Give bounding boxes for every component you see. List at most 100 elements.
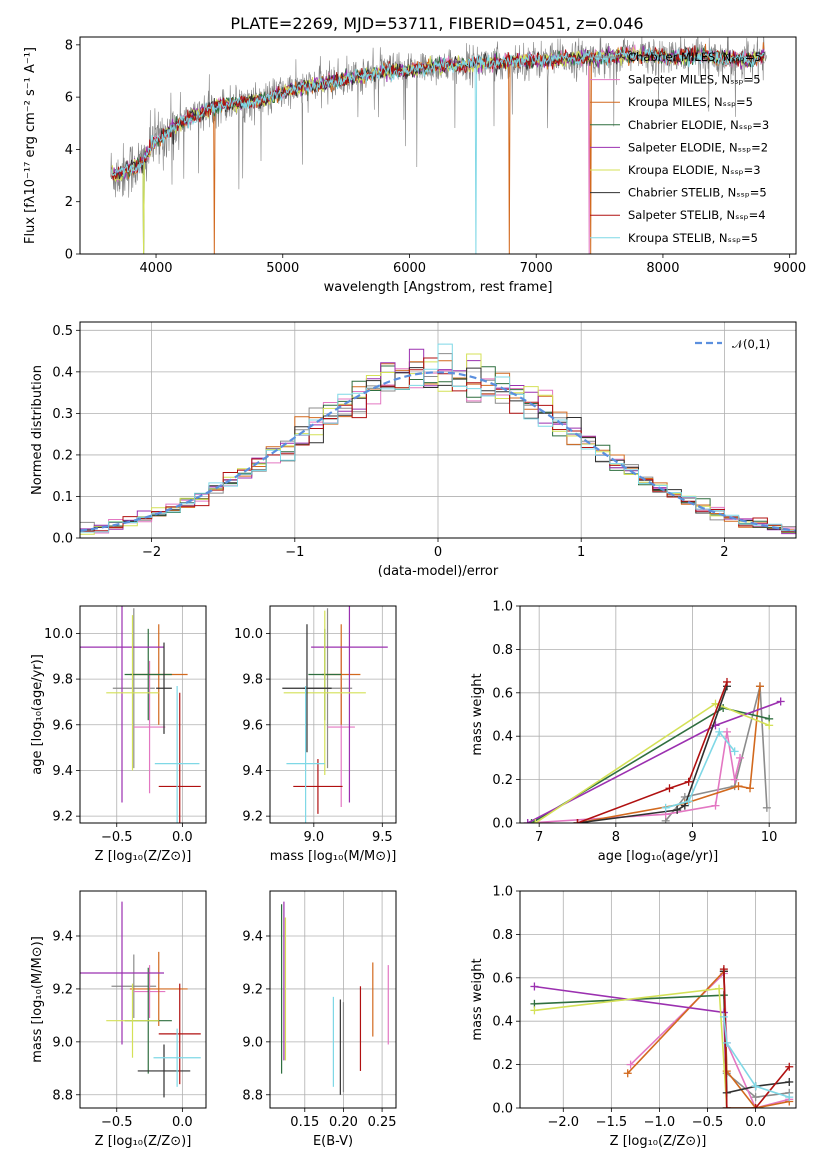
legend-label-salpeter-elodie: Salpeter ELODIE, Nₛₛₚ=2 <box>628 140 768 154</box>
errorbar-kroupa-miles <box>129 951 188 1026</box>
panel-weight_vs_age: 7 8 9 10 0.0 0.2 0.4 0.6 0.8 1.0 age [log₁₀(age/yr… <box>470 600 797 864</box>
y-tick-label: 9.2 <box>242 810 263 825</box>
x-axis-label: age [log₁₀(age/yr)] <box>598 849 719 864</box>
y-tick-label: 4 <box>65 143 73 158</box>
axes-frame <box>519 890 797 1109</box>
x-axis-label: E(B-V) <box>313 1134 353 1149</box>
y-axis-label: mass weight <box>470 673 485 755</box>
y-tick-label: 6 <box>65 91 73 106</box>
charts: 4000 5000 6000 7000 8000 9000 0 2 4 6 8 wavelength … <box>23 36 806 1149</box>
y-tick-label: 1.0 <box>492 885 513 900</box>
y-tick-label: 0.6 <box>492 971 513 986</box>
y-tick-label: 0.4 <box>492 1015 513 1030</box>
weight-line <box>723 1016 790 1098</box>
x-tick-label: 0.0 <box>172 830 193 845</box>
weight-series-salpeter-elodie <box>523 697 785 823</box>
weight-series-salpeter-stelib <box>573 677 731 823</box>
y-tick-label: 0.8 <box>492 643 513 658</box>
weight-line <box>723 969 790 1108</box>
plot-area-spectrum <box>110 37 767 254</box>
axes-frame <box>79 36 797 255</box>
model-line-salpeter-stelib <box>111 45 765 181</box>
y-tick-label: 0.2 <box>492 1058 513 1073</box>
panel-weight_vs_Z: −2.0 −1.5 −1.0 −0.5 0.0 0.0 0.2 0.4 0.6 0.8 1.0 Z [… <box>470 885 797 1149</box>
legend: Chabrier MILES, Nₛₛₚ=5 Salpeter MILES, Nₛ… <box>590 50 769 245</box>
legend-label-chabrier-stelib: Chabrier STELIB, Nₛₛₚ=5 <box>628 186 767 200</box>
axes-frame <box>79 605 207 824</box>
y-axis-label: age [log₁₀(age/yr)] <box>30 654 45 775</box>
errorbar-kroupa-elodie <box>106 615 159 771</box>
figure-title: PLATE=2269, MJD=53711, FIBERID=0451, z=0… <box>230 14 643 33</box>
plot-area-mass_vs_ebv <box>270 891 396 1108</box>
x-tick-label: −1 <box>285 545 304 560</box>
axes-frame <box>79 321 797 539</box>
plot-area-weight_vs_Z <box>520 891 796 1108</box>
x-tick-label: 5000 <box>266 261 299 276</box>
y-tick-label: 9.4 <box>52 929 73 944</box>
errorbar-kroupa-stelib <box>154 685 200 823</box>
weight-line <box>577 686 761 823</box>
x-axis-label: mass [log₁₀(M/M⊙)] <box>270 849 397 864</box>
x-tick-label: 9.0 <box>303 830 324 845</box>
y-tick-label: 10.0 <box>44 627 73 642</box>
weight-series-kroupa-elodie <box>531 699 774 823</box>
y-tick-label: 0.1 <box>52 490 73 505</box>
plot-area-mass_vs_Z <box>80 891 206 1108</box>
weight-series-chabrier-elodie <box>527 703 774 823</box>
x-tick-label: 0.0 <box>172 1115 193 1130</box>
y-tick-label: 0.6 <box>492 686 513 701</box>
y-tick-label: 9.0 <box>242 1035 263 1050</box>
y-tick-label: 9.8 <box>52 673 73 688</box>
y-tick-label: 0.0 <box>492 817 513 832</box>
y-axis-label: mass weight <box>470 958 485 1040</box>
y-tick-label: 0.4 <box>52 365 73 380</box>
y-tick-label: 9.0 <box>52 1035 73 1050</box>
panel-residuals: −2 −1 0 1 2 0.0 0.1 0.2 0.3 0.4 0.5 (data-model)/er… <box>30 321 797 579</box>
errorbar-salpeter-miles <box>133 965 166 1019</box>
y-tick-label: 9.8 <box>242 673 263 688</box>
errorbar-salpeter-stelib <box>158 983 201 1085</box>
x-tick-label: 2 <box>720 545 728 560</box>
panel-mass_vs_Z: −0.5 0.0 8.8 9.0 9.2 9.4 Z [log₁₀(Z/Z⊙)] mass [… <box>30 890 207 1149</box>
x-tick-label: 9.5 <box>372 830 393 845</box>
y-tick-label: 0.4 <box>492 730 513 745</box>
gaussian-curve <box>80 371 796 532</box>
x-tick-label: 0.15 <box>290 1115 319 1130</box>
y-tick-label: 0.5 <box>52 324 73 339</box>
errorbar-salpeter-elodie <box>80 606 164 803</box>
x-axis-label: (data-model)/error <box>378 564 499 579</box>
legend-label-chabrier-miles: Chabrier MILES, Nₛₛₚ=5 <box>628 50 762 64</box>
x-tick-label: 7 <box>535 830 543 845</box>
errorbar-chabrier-stelib <box>156 642 172 734</box>
legend-label-kroupa-elodie: Kroupa ELODIE, Nₛₛₚ=3 <box>628 163 761 177</box>
y-tick-label: 2 <box>65 195 73 210</box>
weight-line <box>723 971 790 1094</box>
weight-series-salpeter-stelib <box>719 965 794 1108</box>
x-tick-label: 6000 <box>393 261 426 276</box>
y-tick-label: 0.2 <box>492 773 513 788</box>
y-axis-label: Normed distribution <box>30 365 45 495</box>
histogram-kroupa-stelib <box>80 343 796 538</box>
weight-series-kroupa-stelib <box>661 727 739 812</box>
legend-label-kroupa-stelib: Kroupa STELIB, Nₛₛₚ=5 <box>628 231 758 245</box>
weight-series-kroupa-stelib <box>719 1012 794 1102</box>
errorbar-chabrier-stelib <box>282 624 332 753</box>
weight-line <box>534 702 770 823</box>
y-tick-label: 10.0 <box>234 627 263 642</box>
y-tick-label: 0.8 <box>492 928 513 943</box>
weight-line <box>531 707 770 823</box>
y-tick-label: 0.2 <box>52 448 73 463</box>
model-line-kroupa-stelib <box>111 47 765 254</box>
x-tick-label: 8 <box>612 830 620 845</box>
y-tick-label: 9.6 <box>52 718 73 733</box>
weight-line <box>527 700 781 823</box>
x-tick-label: −2.0 <box>547 1115 579 1130</box>
x-tick-label: 0.0 <box>745 1115 766 1130</box>
x-axis-label: Z [log₁₀(Z/Z⊙)] <box>610 1134 707 1149</box>
plot-area-age_vs_Z <box>80 606 206 823</box>
x-tick-label: 8000 <box>646 261 679 276</box>
panel-spectrum: 4000 5000 6000 7000 8000 9000 0 2 4 6 8 wavelength … <box>23 36 806 295</box>
weight-series-kroupa-miles <box>573 682 764 823</box>
weight-line <box>627 969 790 1108</box>
